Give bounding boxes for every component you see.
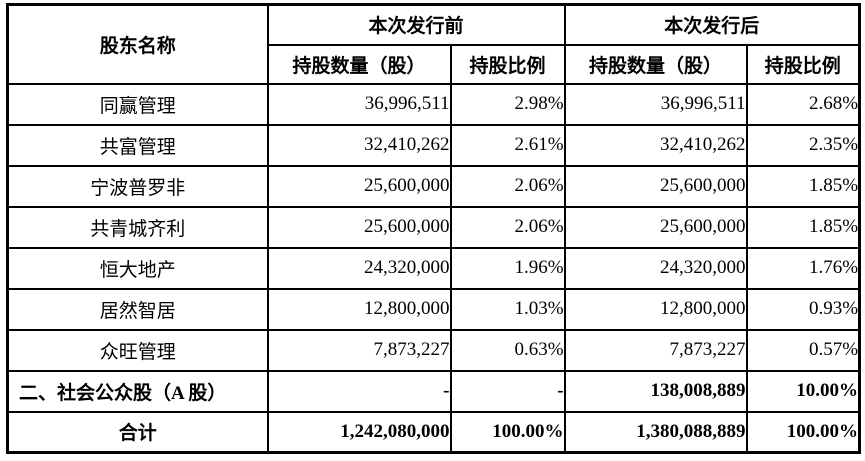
total-row: 合计 1,242,080,000 100.00% 1,380,088,889 1… — [6, 410, 861, 454]
pre-ratio-value: 0.63% — [449, 328, 566, 372]
header-post-shares: 持股数量（股） — [563, 43, 748, 85]
post-shares-value: 25,600,000 — [563, 164, 748, 208]
post-ratio-value: 10.00% — [745, 369, 861, 413]
post-ratio-value: 0.93% — [745, 287, 861, 331]
shareholder-name: 众旺管理 — [6, 328, 269, 372]
post-ratio-value: 1.76% — [745, 246, 861, 290]
pre-ratio-value: 1.96% — [449, 246, 566, 290]
post-shares-value: 32,410,262 — [563, 123, 748, 167]
post-shares-value: 12,800,000 — [563, 287, 748, 331]
header-pre-ratio: 持股比例 — [449, 43, 566, 85]
public-shares-row: 二、社会公众股（A 股） - - 138,008,889 10.00% — [6, 369, 861, 413]
public-shares-label: 二、社会公众股（A 股） — [6, 369, 269, 413]
post-shares-value: 7,873,227 — [563, 328, 748, 372]
pre-shares-value: 32,410,262 — [266, 123, 452, 167]
post-ratio-value: 2.35% — [745, 123, 861, 167]
shareholder-name: 同赢管理 — [6, 82, 269, 126]
pre-ratio-value: 2.98% — [449, 82, 566, 126]
pre-ratio-total: 100.00% — [449, 410, 566, 454]
shareholder-name: 恒大地产 — [6, 246, 269, 290]
table-row: 共富管理 32,410,262 2.61% 32,410,262 2.35% — [6, 123, 861, 167]
pre-ratio-value: - — [449, 369, 566, 413]
pre-shares-total: 1,242,080,000 — [266, 410, 452, 454]
pre-shares-value: - — [266, 369, 452, 413]
post-shares-value: 24,320,000 — [563, 246, 748, 290]
pre-shares-value: 36,996,511 — [266, 82, 452, 126]
table-row: 同赢管理 36,996,511 2.98% 36,996,511 2.68% — [6, 82, 861, 126]
header-row-subcolumns: 持股数量（股） 持股比例 持股数量（股） 持股比例 — [8, 43, 861, 85]
pre-ratio-value: 2.06% — [449, 205, 566, 249]
pre-shares-value: 25,600,000 — [266, 205, 452, 249]
post-ratio-value: 1.85% — [745, 164, 861, 208]
post-shares-value: 36,996,511 — [563, 82, 748, 126]
post-shares-value: 25,600,000 — [563, 205, 748, 249]
post-ratio-total: 100.00% — [745, 410, 861, 454]
header-post-issuance-group: 本次发行后 — [563, 3, 861, 46]
table-row: 居然智居 12,800,000 1.03% 12,800,000 0.93% — [6, 287, 861, 331]
header-shareholder-name: 股东名称 — [6, 3, 269, 85]
pre-ratio-value: 2.06% — [449, 164, 566, 208]
header-row-groups: 股东名称 本次发行前 本次发行后 — [6, 3, 861, 85]
header-pre-shares: 持股数量（股） — [266, 43, 452, 85]
post-shares-value: 138,008,889 — [563, 369, 748, 413]
shareholder-name: 宁波普罗非 — [6, 164, 269, 208]
table-row: 共青城齐利 25,600,000 2.06% 25,600,000 1.85% — [6, 205, 861, 249]
header-pre-issuance-group: 本次发行前 — [266, 3, 566, 46]
shareholder-name: 共富管理 — [6, 123, 269, 167]
table-row: 恒大地产 24,320,000 1.96% 24,320,000 1.76% — [6, 246, 861, 290]
pre-ratio-value: 2.61% — [449, 123, 566, 167]
pre-shares-value: 25,600,000 — [266, 164, 452, 208]
pre-shares-value: 7,873,227 — [266, 328, 452, 372]
post-ratio-value: 0.57% — [745, 328, 861, 372]
total-label: 合计 — [6, 410, 269, 454]
pre-shares-value: 24,320,000 — [266, 246, 452, 290]
pre-shares-value: 12,800,000 — [266, 287, 452, 331]
shareholding-table: 股东名称 本次发行前 本次发行后 持股数量（股） 持股比例 持股数量（股） 持股… — [6, 3, 862, 454]
header-post-ratio: 持股比例 — [745, 43, 861, 85]
post-ratio-value: 2.68% — [745, 82, 861, 126]
table-row: 众旺管理 7,873,227 0.63% 7,873,227 0.57% — [6, 328, 861, 372]
post-shares-total: 1,380,088,889 — [563, 410, 748, 454]
pre-ratio-value: 1.03% — [449, 287, 566, 331]
table-row: 宁波普罗非 25,600,000 2.06% 25,600,000 1.85% — [6, 164, 861, 208]
shareholder-name: 共青城齐利 — [6, 205, 269, 249]
post-ratio-value: 1.85% — [745, 205, 861, 249]
shareholder-name: 居然智居 — [6, 287, 269, 331]
